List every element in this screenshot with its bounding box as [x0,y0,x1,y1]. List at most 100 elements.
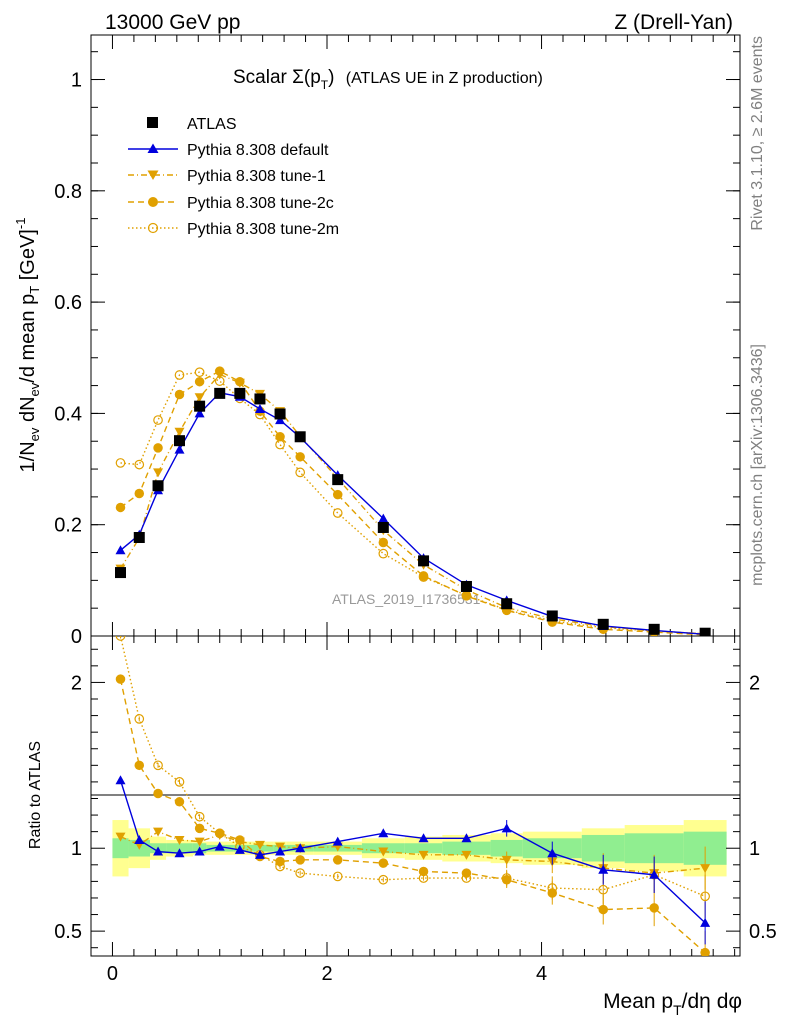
main-pythia-8-308-tune-2c-point [134,488,145,499]
ratio-pythia-8-308-default-point [598,864,609,874]
ratio-pythia-8-308-tune-2c-point [418,866,429,877]
ratio-pythia-8-308-tune-1-point [418,850,429,860]
ratio-pythia-8-308-default-point [194,846,205,856]
top-y-tick-label: 0.6 [54,292,82,314]
ratio-pythia-8-308-default-point [332,836,343,846]
ratio-pythia-8-308-tune-2c-point [501,874,512,885]
ratio-pythia-8-308-tune-1-point [174,835,185,845]
x-tick-label: 0 [107,963,118,985]
ratio-panel-frame [90,635,741,957]
ratio-pythia-8-308-tune-2m-point [332,871,343,882]
atlas-data-point [214,387,226,399]
atlas-data-point [274,408,286,420]
plot-title-close: ) [328,67,334,88]
main-pythia-8-308-tune-1-point [214,370,225,380]
collision-label: 13000 GeV pp [105,11,240,34]
atlas-data-point [294,431,306,443]
bot-y-tick-label-right: 2 [749,672,760,694]
x-axis-title-main: Mean p [603,990,673,1013]
legend-entry-tune2m: Pythia 8.308 tune-2m [128,221,339,238]
main-pythia-8-308-default-point [254,403,265,413]
ratio-pythia-8-308-tune-2c-point [598,904,608,915]
ratio-pythia-8-308-tune-1-point [501,855,512,865]
ratio-pythia-8-308-default-point [649,869,660,879]
main-pythia-8-308-tune-2c-point [332,489,343,500]
main-pythia-8-308-tune-2c-point [295,452,305,462]
ratio-band-inner [490,839,523,857]
main-pythia-8-308-tune-2m-point [174,370,185,380]
ratio-pythia-8-308-tune-1-point [153,827,164,837]
top-y-tick-label: 0.8 [54,181,82,203]
main-pythia-8-308-tune-2m-point [134,459,145,470]
legend-tune2m-label: Pythia 8.308 tune-2m [187,221,339,238]
top-y-tick-label: 1 [71,70,82,92]
atlas-data-point [377,521,389,533]
main-pythia-8-308-tune-2c-point [194,376,205,387]
ratio-pythia-8-308-tune-2m-point [378,874,389,885]
analysis-watermark: ATLAS_2019_I1736531 [332,591,481,607]
plot-title-sub: T [321,78,329,92]
main-pythia-8-308-tune-2m-point [275,439,285,450]
ratio-pythia-8-308-default-point [134,834,145,844]
top-y-tick-label: 0 [71,626,82,648]
legend-atlas-marker [147,117,158,128]
atlas-data-point [332,474,344,486]
bot-y-tick-label: 2 [71,672,82,694]
ratio-pythia-8-308-tune-2m-point [134,714,145,724]
ratio-pythia-8-308-tune-2m-point [700,891,710,902]
main-pythia-8-308-tune-2m-point [295,467,306,478]
main-pythia-8-308-tune-1-point [153,468,164,478]
main-panel-axes: 0 0.2 0.4 0.6 0.8 1 [54,35,740,648]
ratio-pythia-8-308-tune-2c-point [115,674,126,684]
main-pythia-8-308-tune-1-point [194,393,205,403]
atlas-data-point [254,393,266,405]
ratio-panel-axes: 0 2 4 0.5 0.5 1 1 2 2 [54,636,777,985]
legend-tune2m-marker [147,222,159,234]
atlas-data-point [418,555,430,567]
atlas-data-point [460,580,472,592]
atlas-data-point [597,618,609,630]
main-pythia-8-308-default-point [275,415,286,425]
legend-tune2c-label: Pythia 8.308 tune-2c [187,195,334,212]
x-axis-title-sub: T [673,1002,682,1018]
ratio-pythia-8-308-default-point [254,849,265,859]
top-y-axis-title: 1/Nev dNev/d mean pT [GeV]-1 [13,218,42,473]
plot-title-suffix: (ATLAS UE in Z production) [346,70,543,87]
legend-tune2c-marker [148,197,158,207]
ratio-pythia-8-308-tune-2c-point [153,788,163,799]
main-pythia-8-308-default-point [115,545,126,555]
main-pythia-8-308-tune-2m-point [194,367,205,378]
main-pythia-8-308-tune-2m-point [378,548,389,559]
x-axis-title-tail: /dη dφ [682,990,742,1013]
atlas-data-point [501,598,513,610]
ratio-pythia-8-308-tune-1-point [254,840,265,850]
atlas-data-point [152,480,164,492]
ratio-pythia-8-308-tune-2c-point [649,903,659,913]
main-pythia-8-308-tune-2c-point [378,537,389,548]
ratio-pythia-8-308-tune-2m-point [194,811,205,822]
bot-y-tick-label-right: 0.5 [749,921,777,943]
ratio-pythia-8-308-default-point [234,844,245,854]
bot-y-tick-label-right: 1 [749,838,760,860]
ratio-pythia-8-308-tune-2c-point [332,855,343,865]
main-pythia-8-308-tune-2m-point [153,415,163,425]
main-pythia-8-308-tune-2c-point [115,502,126,513]
ratio-pythia-8-308-tune-1-point [214,830,225,840]
main-pythia-8-308-tune-1-point [234,378,245,388]
ratio-pythia-8-308-tune-2m-point [153,760,163,771]
atlas-data-point [648,623,660,635]
ratio-pythia-8-308-tune-2m-point [295,868,306,878]
legend-entry-atlas: ATLAS [147,116,237,133]
main-pythia-8-308-default-point [378,513,389,523]
ratio-y-axis-title: Ratio to ATLAS [27,741,44,849]
atlas-data-point [194,400,206,412]
main-pythia-8-308-tune-2c-point [174,389,185,400]
legend-tune1-label: Pythia 8.308 tune-1 [187,168,326,185]
ratio-band-inner [442,841,491,855]
legend-entry-tune2c: Pythia 8.308 tune-2c [128,195,334,212]
svg-text:1/Nev dNev/d mean pT [GeV]-1: 1/Nev dNev/d mean pT [GeV]-1 [13,218,42,473]
ratio-pythia-8-308-default-point [115,775,126,785]
atlas-data-point [699,627,711,636]
ratio-pythia-8-308-default-point [501,823,512,833]
ratio-pythia-8-308-tune-2c-point [700,947,710,956]
